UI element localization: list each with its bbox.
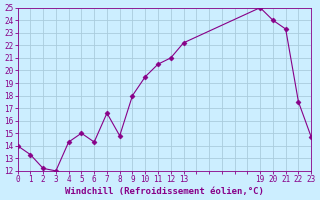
X-axis label: Windchill (Refroidissement éolien,°C): Windchill (Refroidissement éolien,°C) [65, 187, 264, 196]
